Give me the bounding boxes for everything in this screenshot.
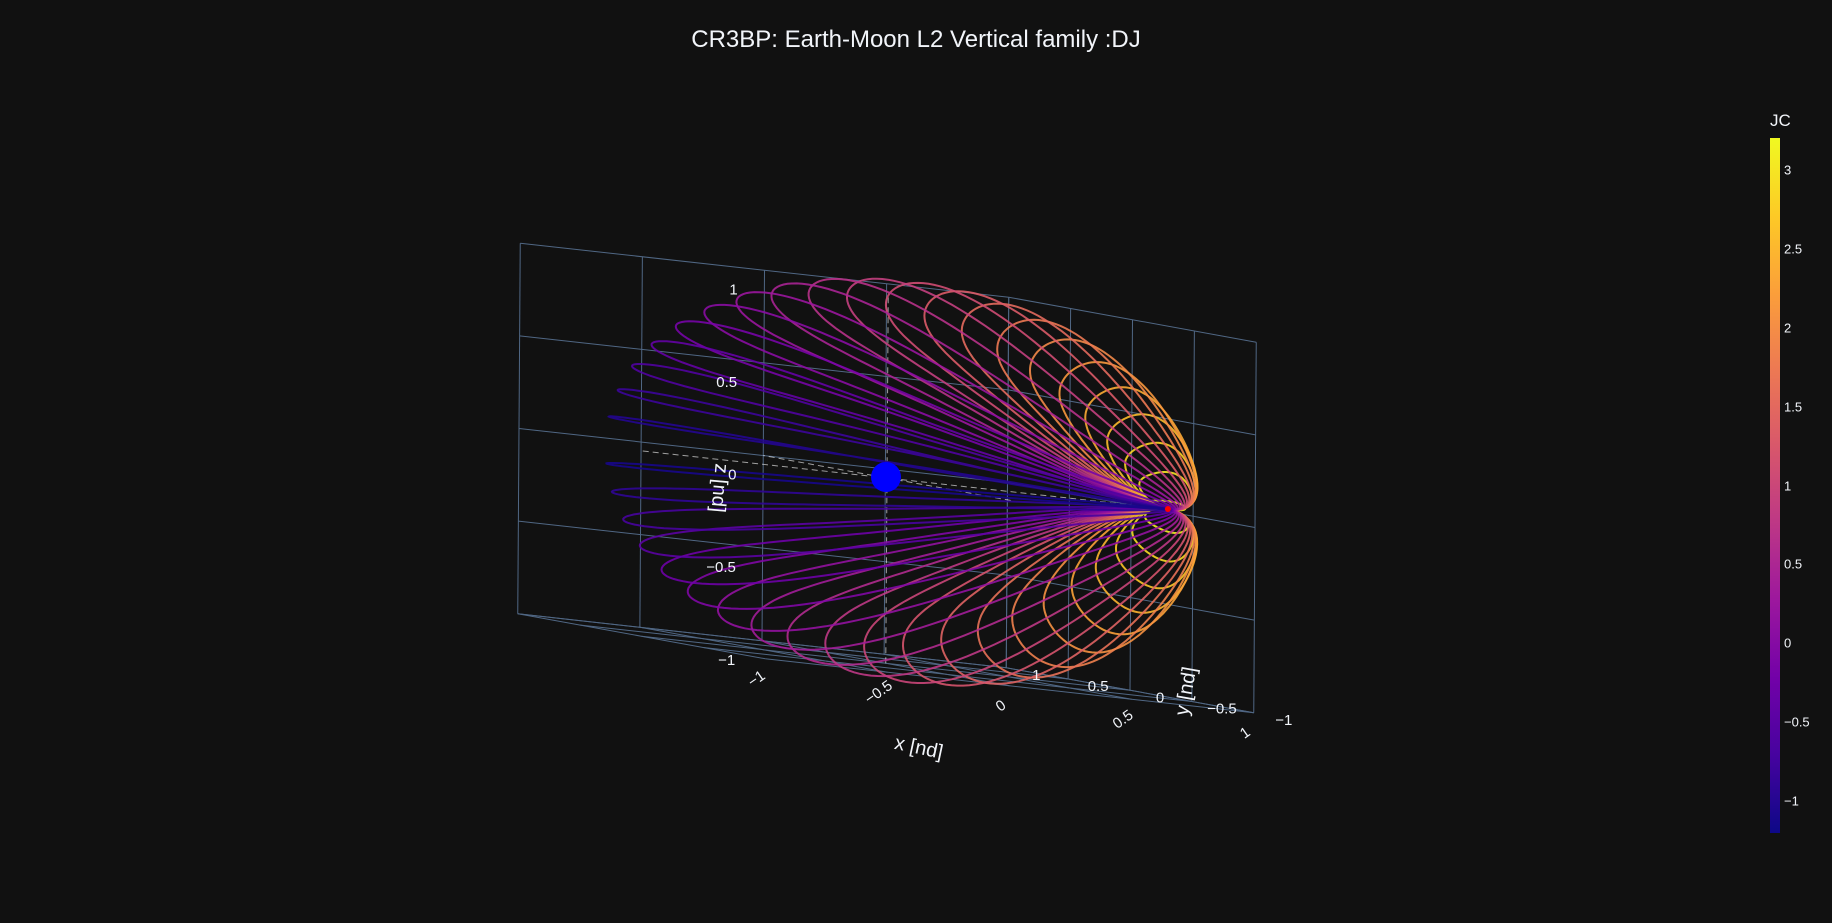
orbit-trajectory <box>638 506 1173 559</box>
y-tick-label: 0.5 <box>1088 678 1109 695</box>
y-tick-label: 1 <box>1032 667 1040 684</box>
orbit-trajectory <box>960 302 1193 511</box>
orbit-trajectory <box>901 506 1190 687</box>
y-tick-label: −0.5 <box>1207 701 1237 718</box>
colorbar-tick-label: 0 <box>1784 635 1792 651</box>
grid-line <box>520 242 1009 298</box>
colorbar-tick-label: 2.5 <box>1784 241 1803 257</box>
grid-line <box>1008 389 1256 436</box>
orbit-trajectory <box>750 507 1180 651</box>
orbit-trajectory <box>786 507 1183 666</box>
y-axis-title: y [nd] <box>1171 665 1201 717</box>
orbit-trajectory <box>996 318 1195 511</box>
orbit-trajectory <box>846 277 1186 511</box>
colorbar-tick-label: 1.5 <box>1784 399 1803 415</box>
orbit-trajectory <box>716 507 1178 632</box>
z-tick-label: −0.5 <box>706 559 736 576</box>
colorbar-tick-label: 0.5 <box>1784 556 1803 572</box>
orbit-trajectory <box>630 363 1174 511</box>
chart-title: CR3BP: Earth-Moon L2 Vertical family :DJ <box>691 26 1141 53</box>
colorbar-tick-label: −1 <box>1784 793 1799 809</box>
z-tick-label: −1 <box>718 652 735 669</box>
y-tick-label: 0 <box>1156 689 1164 706</box>
orbit-trajectory <box>940 507 1192 685</box>
orbit-trajectory <box>976 507 1194 679</box>
x-tick-label: 0.5 <box>1110 707 1137 733</box>
colorbar-tick-label: 3 <box>1784 162 1792 178</box>
orbit-trajectory <box>674 320 1176 511</box>
axis-grid <box>517 242 1257 714</box>
orbit-family <box>605 277 1199 687</box>
grid-line <box>579 624 1069 680</box>
x-tick-label: 0 <box>993 697 1010 716</box>
orbit-trajectory <box>607 415 1172 511</box>
colorbar <box>1770 138 1780 833</box>
orbit-trajectory <box>863 506 1187 684</box>
grid-line <box>1008 296 1257 343</box>
axis-ticks: −1 −0.5 0 0.5 1 −1 −0.5 0 0.5 1 −1 −0.5 0 0.5 1 <box>706 281 1292 742</box>
orbit-trajectory <box>923 290 1191 511</box>
y-tick-label: −1 <box>1275 712 1292 729</box>
colorbar-tick-label: −0.5 <box>1784 714 1810 730</box>
x-axis-title: x [nd] <box>893 732 945 764</box>
z-tick-label: 0.5 <box>716 374 737 391</box>
orbit-trajectory <box>610 487 1172 512</box>
orbit-trajectory <box>824 506 1185 678</box>
orbit-trajectory <box>703 303 1177 511</box>
colorbar-title: JC <box>1770 111 1791 130</box>
orbit-trajectory <box>1028 338 1197 511</box>
orbit-trajectory <box>1042 507 1197 654</box>
orbit-trajectory <box>1070 507 1198 636</box>
x-tick-label: −1 <box>745 667 769 691</box>
orbit-trajectory <box>686 506 1176 610</box>
x-tick-label: −0.5 <box>862 677 896 708</box>
orbit-trajectory <box>616 388 1170 511</box>
z-axis-title: z [nd] <box>706 463 732 514</box>
colorbar-tick-label: 2 <box>1784 320 1792 336</box>
orbit-trajectory <box>605 462 1171 511</box>
x-tick-label: 1 <box>1237 724 1254 743</box>
libration-point-marker <box>1164 506 1171 513</box>
grid-line <box>884 653 1132 700</box>
orbit-trajectory <box>650 340 1174 511</box>
orbit-trajectory <box>1058 361 1198 511</box>
z-tick-label: 1 <box>729 281 737 298</box>
orbit-trajectory <box>1011 507 1196 669</box>
orbit-trajectory <box>807 277 1184 511</box>
orbit-trajectory <box>735 291 1179 511</box>
primary-body-marker <box>871 462 901 492</box>
colorbar-tick-label: 1 <box>1784 478 1792 493</box>
z-tick-label: 0 <box>728 467 736 484</box>
